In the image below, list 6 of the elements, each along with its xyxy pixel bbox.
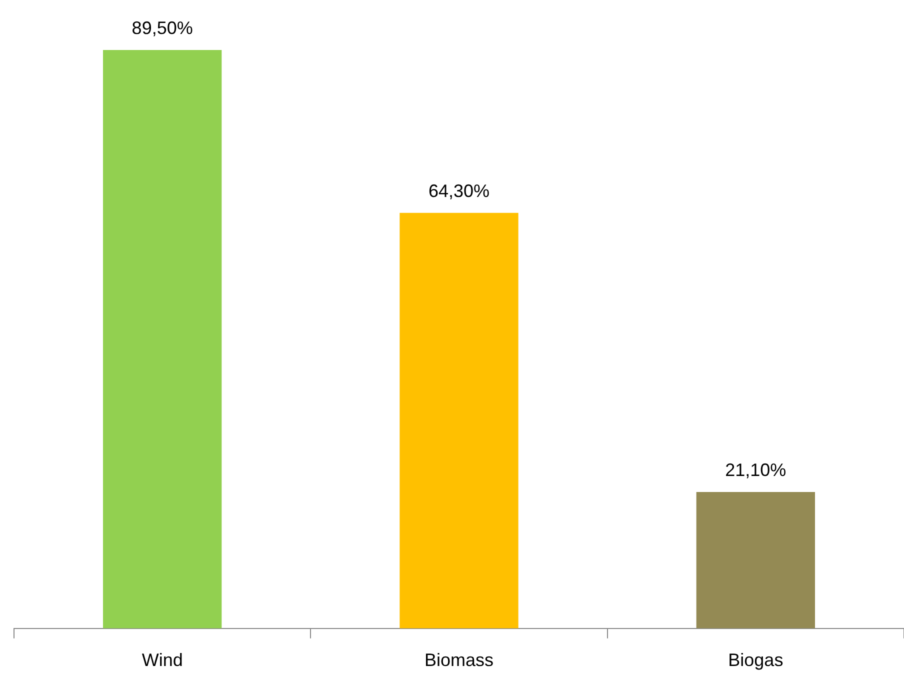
x-tick-label: Biomass xyxy=(424,650,494,670)
data-label: 89,50% xyxy=(132,18,193,38)
data-label: 21,10% xyxy=(725,460,786,480)
x-tick-label: Wind xyxy=(142,650,183,670)
data-label: 64,30% xyxy=(428,180,490,201)
x-tick-label: Biogas xyxy=(728,650,784,670)
